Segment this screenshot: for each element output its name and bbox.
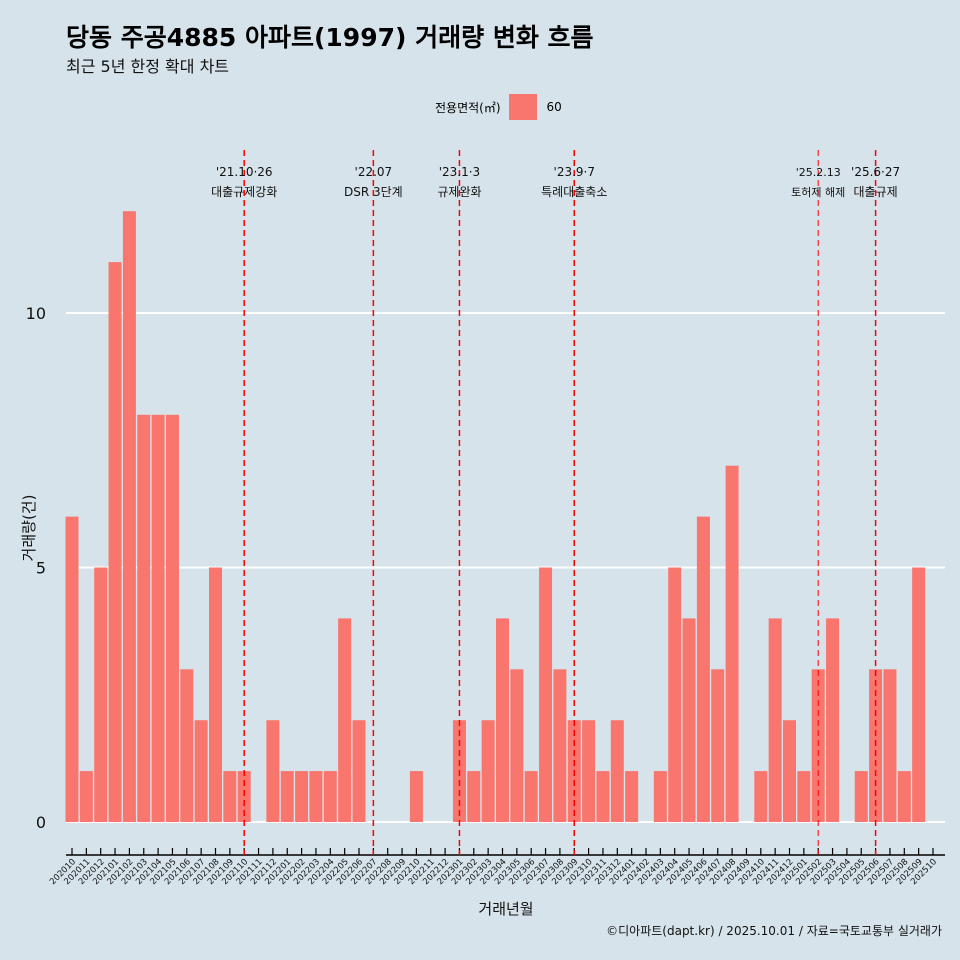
legend-swatch xyxy=(508,94,537,120)
bar xyxy=(582,720,596,822)
bar xyxy=(65,516,79,822)
bar xyxy=(897,771,911,822)
event-label: 토허제 해제 xyxy=(791,185,845,199)
bar xyxy=(826,618,840,822)
event-label: 대출규제 xyxy=(854,185,898,199)
caption: ©디아파트(dapt.kr) / 2025.10.01 / 자료=국토교통부 실… xyxy=(606,924,942,938)
bar xyxy=(496,618,509,822)
bar xyxy=(180,669,194,822)
bar xyxy=(309,771,323,822)
bar xyxy=(768,618,782,822)
x-axis-title: 거래년월 xyxy=(478,900,533,918)
bar xyxy=(122,211,136,822)
bar xyxy=(338,618,352,822)
event-date: '25.2.13 xyxy=(796,166,841,179)
bar xyxy=(467,771,481,822)
event-date: '21.10·26 xyxy=(216,165,273,179)
bar xyxy=(266,720,280,822)
bar xyxy=(79,771,93,822)
bar xyxy=(596,771,610,822)
bar xyxy=(625,771,639,822)
event-label: 특례대출축소 xyxy=(541,185,607,199)
bar xyxy=(696,516,710,822)
bar xyxy=(237,771,251,822)
bar xyxy=(883,669,897,822)
bar xyxy=(653,771,667,822)
bar xyxy=(409,771,423,822)
legend-title: 전용면적(㎡) xyxy=(435,100,501,115)
chart-subtitle: 최근 5년 한정 확대 차트 xyxy=(66,57,230,76)
bar xyxy=(783,720,796,822)
bar xyxy=(553,669,567,822)
bar xyxy=(912,567,926,822)
event-date: '23.1·3 xyxy=(439,165,480,179)
bar xyxy=(280,771,294,822)
event-date: '22.07 xyxy=(355,165,393,179)
bar xyxy=(137,414,151,822)
bar xyxy=(481,720,495,822)
event-label: DSR 3단계 xyxy=(344,185,403,199)
y-tick-label: 5 xyxy=(36,559,46,578)
bar xyxy=(209,567,222,822)
legend: 전용면적(㎡) 60 xyxy=(435,94,562,120)
y-tick-label: 10 xyxy=(26,304,46,323)
y-axis-title: 거래량(건) xyxy=(20,495,38,562)
bar xyxy=(352,720,366,822)
event-label: 대출규제강화 xyxy=(211,185,277,199)
bar xyxy=(725,465,739,822)
bar xyxy=(94,567,108,822)
legend-entry: 60 xyxy=(546,100,562,114)
bar xyxy=(797,771,811,822)
bar xyxy=(682,618,696,822)
bar xyxy=(223,771,237,822)
bar xyxy=(323,771,337,822)
y-tick-label: 0 xyxy=(36,813,46,832)
bar xyxy=(108,262,122,823)
bar xyxy=(539,567,553,822)
bar xyxy=(165,414,179,822)
event-date: '25.6·27 xyxy=(851,165,900,179)
bar xyxy=(510,669,524,822)
bar xyxy=(854,771,868,822)
bar xyxy=(610,720,624,822)
bar xyxy=(668,567,682,822)
event-label: 규제완화 xyxy=(437,185,481,199)
bar xyxy=(295,771,309,822)
event-date: '23.9·7 xyxy=(554,165,595,179)
bar xyxy=(524,771,538,822)
chart-title: 당동 주공4885 아파트(1997) 거래량 변화 흐름 xyxy=(66,23,594,52)
bar xyxy=(194,720,208,822)
bar xyxy=(754,771,768,822)
bar xyxy=(711,669,725,822)
bar xyxy=(151,414,165,822)
